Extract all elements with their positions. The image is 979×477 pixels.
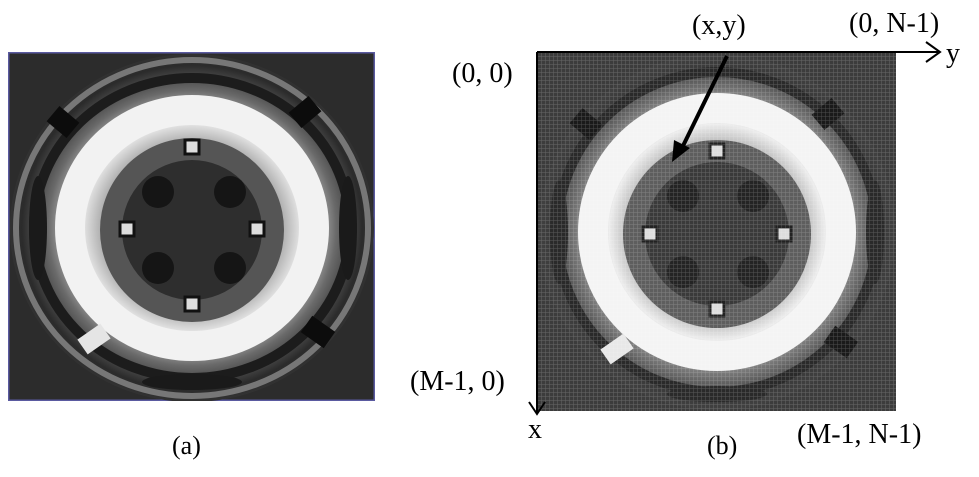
- y-axis-label: y: [946, 38, 960, 69]
- bottom-right-label: (M-1, N-1): [797, 419, 922, 450]
- wheel-raw-graphic: [8, 52, 375, 401]
- panel-a-caption: (a): [172, 431, 201, 460]
- wheel-grid-graphic: [537, 52, 896, 411]
- bottom-left-label: (M-1, 0): [410, 366, 505, 397]
- pixel-xy-label: (x,y): [692, 10, 746, 41]
- pixel-pointer-arrow: [679, 55, 729, 151]
- panel-b-caption: (b): [707, 431, 738, 460]
- x-axis-arrowhead: [528, 401, 546, 416]
- wheel-image-grid: [537, 52, 896, 411]
- pixel-pointer-arrowhead: [672, 140, 690, 162]
- origin-label: (0, 0): [452, 58, 513, 89]
- y-axis-arrowhead: [925, 41, 942, 63]
- wheel-image-raw: [8, 52, 375, 401]
- top-right-label: (0, N-1): [849, 8, 940, 39]
- x-axis-label: x: [528, 414, 542, 445]
